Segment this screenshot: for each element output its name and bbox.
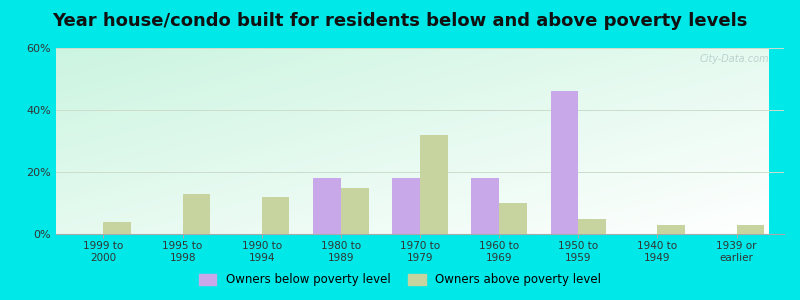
Bar: [499, 203, 527, 234]
Bar: [420, 135, 448, 234]
Bar: [392, 178, 420, 234]
Text: City-Data.com: City-Data.com: [700, 54, 770, 64]
Bar: [578, 218, 606, 234]
Bar: [550, 92, 578, 234]
Bar: [262, 197, 290, 234]
Bar: [341, 188, 369, 234]
Bar: [182, 194, 210, 234]
Legend: Owners below poverty level, Owners above poverty level: Owners below poverty level, Owners above…: [194, 269, 606, 291]
Text: Year house/condo built for residents below and above poverty levels: Year house/condo built for residents bel…: [52, 12, 748, 30]
Bar: [313, 178, 341, 234]
Bar: [737, 225, 764, 234]
Bar: [658, 225, 685, 234]
Bar: [103, 222, 131, 234]
Bar: [471, 178, 499, 234]
